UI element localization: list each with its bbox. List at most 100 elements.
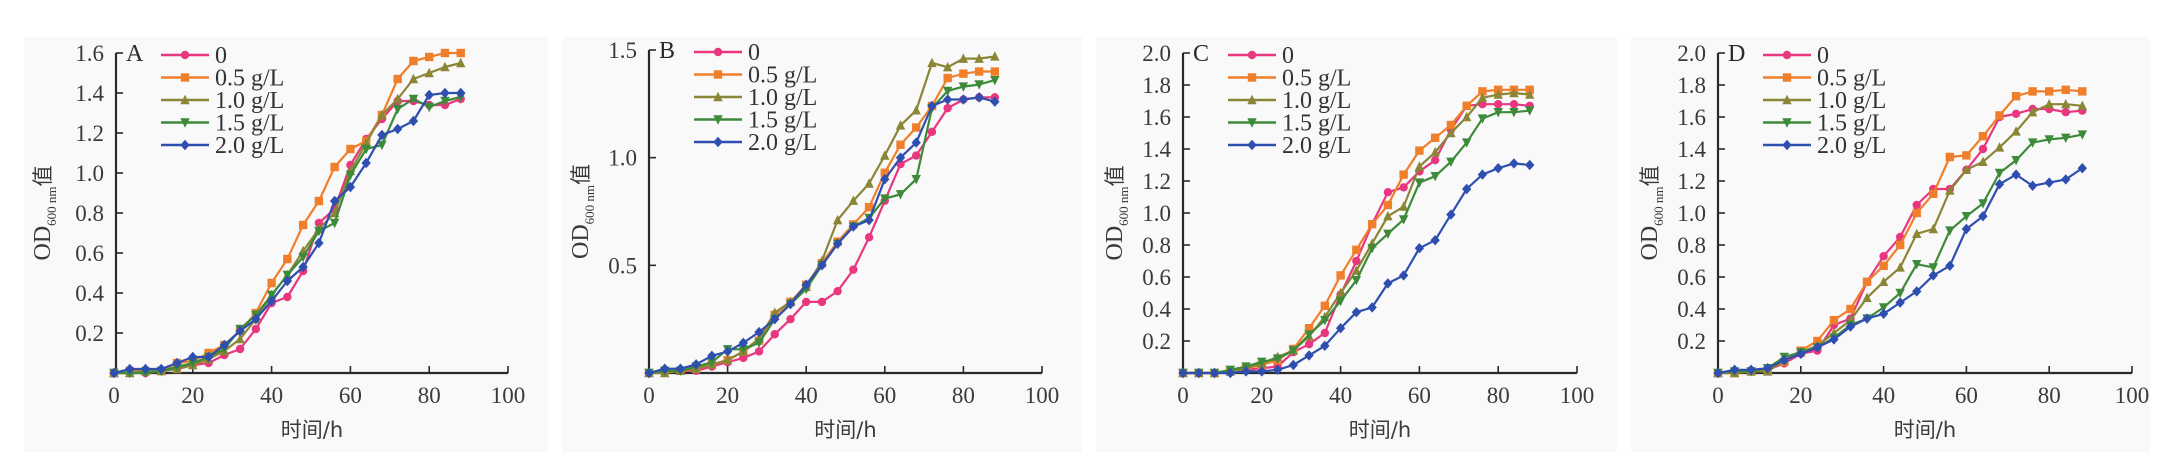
legend-item: 1.5 g/L — [694, 108, 817, 134]
data-point — [738, 337, 749, 349]
data-point — [911, 105, 921, 115]
data-point — [425, 52, 434, 62]
y-tick-label: 1.2 — [75, 121, 104, 146]
data-point — [1862, 313, 1872, 324]
data-point — [2077, 163, 2088, 174]
legend-item: 1.0 g/L — [161, 88, 284, 114]
data-point — [1994, 168, 2005, 179]
data-point — [1928, 223, 1938, 234]
y-tick-label: 0.8 — [1677, 233, 1706, 258]
data-point — [424, 89, 434, 101]
data-point — [770, 307, 780, 317]
legend-marker — [713, 115, 723, 125]
data-point — [2044, 99, 2054, 109]
data-point — [786, 314, 795, 324]
data-point — [1713, 367, 1723, 379]
x-tick-label: 100 — [491, 383, 526, 408]
data-point — [896, 140, 905, 149]
data-point — [1928, 263, 1938, 273]
data-point — [675, 363, 686, 374]
data-point — [848, 195, 859, 205]
data-point — [409, 56, 418, 66]
legend-label: 0 — [1817, 43, 1829, 69]
data-point — [1178, 367, 1188, 379]
data-point — [833, 286, 842, 296]
data-point — [880, 174, 890, 185]
legend-item: 2.0 g/L — [1228, 133, 1351, 159]
legend-item: 1.0 g/L — [1228, 88, 1351, 114]
data-point — [1398, 201, 1409, 211]
data-point — [1912, 260, 1922, 270]
y-tick-label: 0.4 — [1677, 297, 1706, 322]
y-axis-title-subscript: 600 nm — [1116, 186, 1131, 225]
y-axis-title-main: OD — [1637, 226, 1663, 261]
data-point — [880, 150, 890, 160]
data-point — [895, 152, 906, 163]
data-point — [1945, 185, 1955, 195]
data-point — [912, 151, 921, 160]
data-point — [754, 326, 764, 338]
x-tick-label: 80 — [418, 383, 441, 408]
x-axis-title: 时间/h — [281, 418, 343, 442]
legend-item: 2.0 g/L — [1763, 133, 1886, 159]
data-point — [2027, 107, 2038, 117]
y-tick-label: 0.4 — [75, 281, 104, 306]
data-point — [1304, 340, 1314, 349]
data-point — [1493, 108, 1503, 118]
panel-c: 0.2 0.4 0.6 0.8 1.0 1.2 1.4 1.6 1.8 2.0 0 20 40 60 80 1… — [1096, 37, 1617, 452]
data-point — [235, 333, 245, 344]
data-point — [282, 270, 293, 281]
panel-background — [24, 37, 548, 452]
data-point — [282, 275, 293, 287]
y-tick-label: 0.5 — [608, 253, 637, 278]
data-point — [1272, 354, 1283, 364]
data-point — [1477, 92, 1488, 102]
data-point — [1961, 223, 1972, 235]
y-tick-label: 0.2 — [1142, 329, 1171, 354]
x-tick-label: 0 — [643, 383, 655, 408]
data-point — [314, 226, 324, 237]
data-point — [1430, 147, 1440, 157]
data-point — [1879, 252, 1888, 261]
data-point — [1304, 350, 1314, 361]
data-point — [1398, 215, 1409, 225]
x-tick-label: 0 — [1177, 383, 1189, 408]
data-point — [298, 261, 308, 273]
data-point — [1383, 229, 1393, 239]
y-axis-title-main: OD — [568, 224, 594, 259]
y-tick-label: 0.8 — [1142, 233, 1171, 258]
data-point — [345, 170, 356, 181]
x-tick-label: 60 — [339, 383, 362, 408]
x-axis-title: 时间/h — [814, 418, 876, 442]
legend-marker — [1247, 94, 1257, 105]
data-point — [974, 92, 984, 103]
x-tick-label: 80 — [2038, 383, 2061, 408]
data-point — [456, 57, 466, 68]
y-axis-title-suffix: 值 — [1638, 165, 1662, 186]
legend: 00.5 g/L1.0 g/L1.5 g/L2.0 g/L — [694, 40, 817, 156]
legend-marker — [1782, 118, 1792, 128]
data-point — [817, 260, 827, 271]
data-point — [959, 69, 968, 78]
data-point — [2077, 130, 2088, 140]
data-point — [832, 214, 843, 225]
data-point — [2061, 133, 2071, 143]
data-point — [1978, 199, 1988, 209]
legend-item: 0.5 g/L — [1228, 66, 1351, 92]
data-point — [974, 53, 984, 63]
data-point — [156, 363, 166, 375]
data-point — [1912, 228, 1922, 238]
data-point — [942, 94, 953, 105]
data-point — [1414, 178, 1425, 188]
data-point — [1320, 316, 1330, 326]
data-point — [1812, 342, 1823, 353]
data-point — [2061, 85, 2070, 94]
panel-d: 0.2 0.4 0.6 0.8 1.0 1.2 1.4 1.6 1.8 2.0 0 20 40 60 80 1… — [1631, 37, 2150, 452]
data-point — [1383, 211, 1393, 221]
x-tick-label: 20 — [1789, 383, 1812, 408]
legend-label: 0.5 g/L — [1282, 66, 1351, 92]
data-point — [2011, 126, 2021, 136]
data-point — [1978, 156, 1988, 166]
data-point — [864, 233, 874, 242]
legend-marker — [1247, 118, 1257, 128]
